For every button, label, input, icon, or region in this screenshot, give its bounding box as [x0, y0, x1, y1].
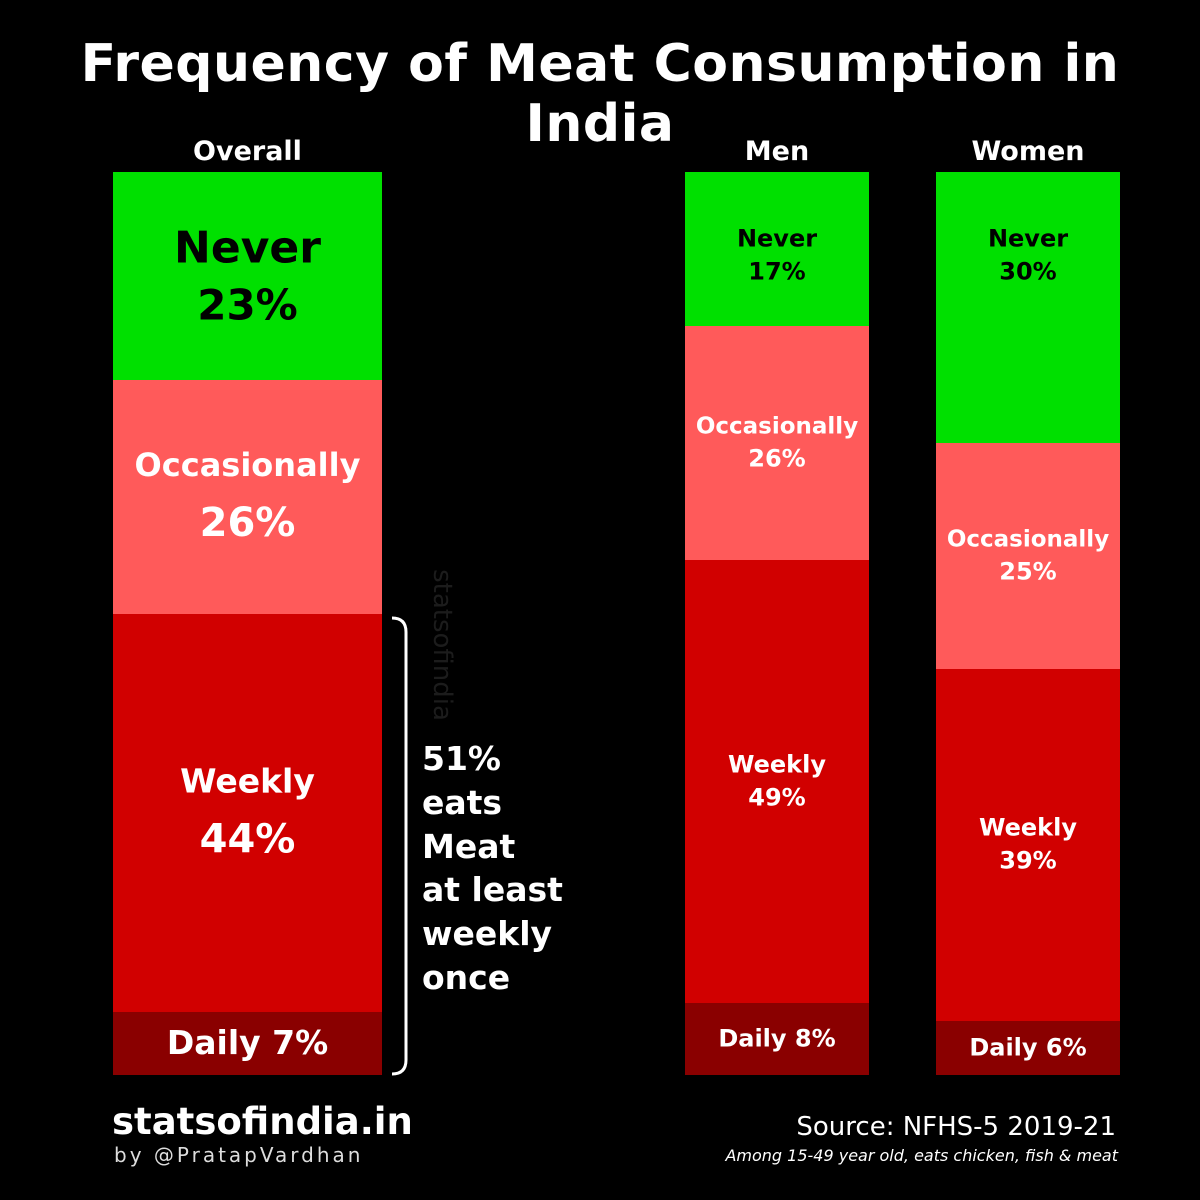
bar-stack: Never 23% Occasionally 26% Weekly 44% Daily 7%: [113, 172, 382, 1075]
bar-group-men: Men Never 17% Occasionally 26% Weekly 49% Daily…: [685, 136, 869, 1075]
bar-stack: Never 30% Occasionally 25% Weekly 39% Daily 6%: [936, 172, 1120, 1075]
segment-data-label: Daily 8%: [685, 1024, 869, 1053]
source-text: Source: NFHS-5 2019-21: [796, 1112, 1116, 1142]
annotation-line: eats: [422, 782, 503, 822]
bar-segment-weekly: Weekly 39%: [936, 668, 1120, 1021]
segment-value: Daily 7%: [166, 1023, 329, 1063]
bar-segment-weekly: Weekly 49%: [685, 560, 869, 1003]
bar-segment-never: Never 30%: [936, 172, 1120, 443]
segment-value: 39%: [999, 846, 1057, 875]
bar-stack: Never 17% Occasionally 26% Weekly 49% Daily 8%: [685, 172, 869, 1075]
segment-data-label: Daily 7%: [113, 1023, 382, 1063]
annotation-line: 51%: [422, 739, 501, 778]
bar-group-women: Women Never 30% Occasionally 25% Weekly 39% Dai…: [936, 136, 1120, 1075]
segment-data-label: Weekly 44%: [113, 762, 382, 865]
annotation-line: weekly: [422, 914, 553, 954]
segment-value: 23%: [197, 280, 298, 330]
segment-name: Never: [736, 224, 818, 253]
segment-data-label: Occasionally 25%: [936, 525, 1120, 586]
segment-data-label: Occasionally 26%: [685, 412, 869, 473]
segment-value: 44%: [199, 816, 296, 863]
bar-group-overall: Overall Never 23% Occasionally 26% Weekly 44% D…: [113, 136, 382, 1075]
category-label: Women: [971, 136, 1085, 167]
segment-value: Daily 6%: [969, 1033, 1087, 1062]
segment-value: 25%: [999, 557, 1057, 586]
bar-segment-daily: Daily 7%: [113, 1011, 382, 1075]
segment-name: Weekly: [727, 750, 826, 779]
segment-name: Occasionally: [946, 526, 1110, 553]
segment-data-label: Weekly 49%: [685, 750, 869, 813]
segment-data-label: Occasionally 26%: [113, 446, 382, 548]
bar-segment-never: Never 17%: [685, 172, 869, 326]
category-label: Men: [744, 136, 810, 167]
category-label: Overall: [193, 136, 302, 167]
segment-value: Daily 8%: [718, 1024, 836, 1053]
segment-data-label: Never 23%: [113, 221, 382, 330]
segment-data-label: Never 17%: [685, 225, 869, 288]
source-note: Among 15-49 year old, eats chicken, fish…: [725, 1146, 1118, 1165]
segment-name: Never: [174, 222, 321, 274]
segment-value: 49%: [748, 783, 806, 812]
bar-segment-occasionally: Occasionally 26%: [685, 325, 869, 561]
segment-value: 26%: [748, 444, 806, 473]
segment-data-label: Never 30%: [936, 225, 1120, 288]
segment-value: 26%: [199, 500, 296, 547]
segment-name: Weekly: [180, 761, 315, 801]
segment-value: 17%: [748, 258, 806, 286]
bar-segment-occasionally: Occasionally 26%: [113, 379, 382, 615]
segment-name: Occasionally: [134, 446, 361, 485]
segment-name: Occasionally: [695, 413, 859, 440]
chart-title: Frequency of Meat Consumption in India: [80, 34, 1120, 154]
segment-value: 30%: [999, 258, 1057, 286]
bar-segment-weekly: Weekly 44%: [113, 614, 382, 1012]
watermark: statsofindia: [427, 569, 457, 721]
bar-segment-occasionally: Occasionally 25%: [936, 442, 1120, 669]
annotation-line: Meat: [422, 826, 516, 866]
bar-segment-daily: Daily 8%: [685, 1002, 869, 1075]
segment-data-label: Daily 6%: [936, 1033, 1120, 1062]
author-byline: by @PratapVardhan: [114, 1143, 364, 1167]
segment-data-label: Weekly 39%: [936, 813, 1120, 876]
brand-name: statsofindia.in: [112, 1100, 413, 1143]
annotation-line: once: [422, 957, 511, 997]
weekly-annotation: 51% eats Meat at least weekly once: [422, 737, 563, 1000]
bar-segment-daily: Daily 6%: [936, 1020, 1120, 1075]
segment-name: Weekly: [978, 813, 1077, 842]
segment-name: Never: [987, 224, 1069, 253]
annotation-line: at least: [422, 870, 563, 910]
weekly-daily-bracket: [391, 616, 408, 1076]
bar-segment-never: Never 23%: [113, 172, 382, 380]
